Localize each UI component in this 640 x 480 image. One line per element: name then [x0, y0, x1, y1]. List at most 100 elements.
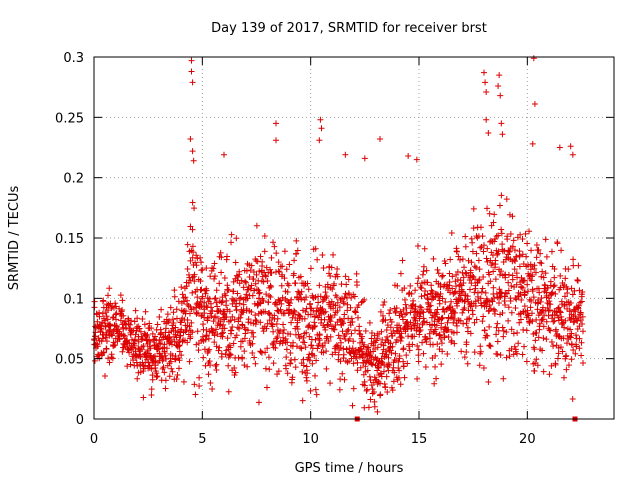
data-point [247, 267, 254, 274]
data-point [213, 326, 220, 333]
data-point [218, 299, 225, 306]
data-point [96, 313, 103, 320]
data-point [163, 345, 170, 352]
data-point [189, 254, 196, 261]
data-point [563, 352, 570, 359]
data-point [220, 321, 227, 328]
data-point [380, 342, 387, 349]
data-point [514, 329, 521, 336]
data-point [281, 326, 288, 333]
data-point [577, 309, 584, 316]
data-point [279, 340, 286, 347]
data-point [453, 329, 460, 336]
data-point [287, 331, 294, 338]
data-point [207, 379, 214, 386]
data-point [472, 298, 479, 305]
data-point [378, 358, 385, 365]
data-point [355, 314, 362, 321]
data-point [417, 284, 424, 291]
data-point [530, 55, 537, 62]
data-point [421, 292, 428, 299]
data-point [567, 334, 574, 341]
data-point [502, 274, 509, 281]
data-point [509, 213, 516, 220]
data-point [299, 368, 306, 375]
data-point [446, 270, 453, 277]
data-point [579, 328, 586, 335]
data-point [507, 297, 514, 304]
data-point [414, 242, 421, 249]
data-point [540, 323, 547, 330]
data-point [401, 374, 408, 381]
data-point [260, 297, 267, 304]
data-point [249, 292, 256, 299]
data-point [120, 325, 127, 332]
data-point [471, 289, 478, 296]
data-point [204, 314, 211, 321]
data-point [279, 263, 286, 270]
data-point [527, 304, 534, 311]
data-point [408, 290, 415, 297]
data-point [340, 351, 347, 358]
data-point [529, 318, 536, 325]
data-point [196, 382, 203, 389]
data-point [161, 348, 168, 355]
data-point [448, 298, 455, 305]
data-point [192, 259, 199, 266]
data-point [384, 322, 391, 329]
data-point [117, 317, 124, 324]
data-point [457, 277, 464, 284]
data-point [172, 324, 179, 331]
data-point [346, 335, 353, 342]
data-point [558, 313, 565, 320]
data-point [513, 350, 520, 357]
data-point [194, 310, 201, 317]
data-point [463, 349, 470, 356]
data-point [564, 286, 571, 293]
data-point [377, 136, 383, 143]
data-point [422, 287, 429, 294]
data-point [441, 257, 448, 264]
data-point [575, 302, 582, 309]
data-point [237, 314, 244, 321]
data-point [262, 272, 269, 279]
data-point [454, 302, 461, 309]
data-point [517, 316, 524, 323]
data-point [323, 348, 330, 355]
data-point [377, 370, 384, 377]
data-point [400, 363, 407, 370]
data-point [447, 256, 454, 263]
data-point [223, 297, 230, 304]
data-point [283, 365, 290, 372]
data-point [525, 312, 532, 319]
data-point [162, 377, 169, 384]
data-point [520, 277, 527, 284]
data-point [508, 283, 515, 289]
data-point [193, 310, 200, 317]
data-point [485, 130, 492, 137]
data-point [421, 245, 428, 252]
data-point [352, 355, 359, 362]
data-point [343, 346, 350, 353]
data-point [275, 259, 282, 266]
data-point [424, 279, 431, 286]
data-point [578, 352, 585, 359]
data-point [247, 285, 254, 292]
data-point [480, 248, 487, 255]
data-point [350, 360, 357, 367]
data-point [424, 295, 431, 302]
data-point [511, 266, 518, 273]
data-point [420, 263, 427, 270]
data-point [348, 294, 355, 301]
data-point [406, 347, 413, 354]
data-point [260, 278, 267, 285]
data-point [178, 284, 185, 291]
data-point [578, 339, 585, 346]
data-point [550, 343, 557, 350]
data-point [231, 316, 238, 323]
data-point [436, 332, 443, 339]
data-point [561, 374, 568, 381]
data-point [410, 297, 417, 304]
data-point [423, 335, 430, 342]
data-point [461, 264, 468, 271]
